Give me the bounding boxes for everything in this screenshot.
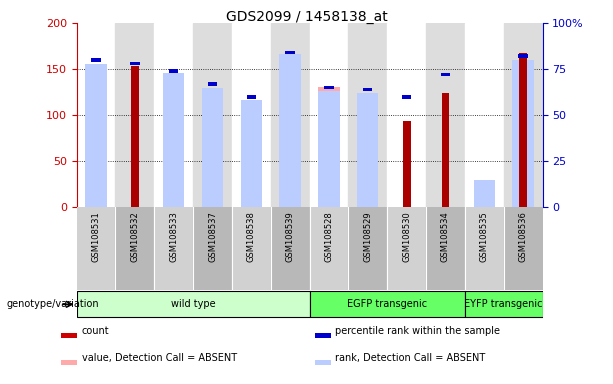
Bar bbox=[130, 62, 140, 65]
Bar bbox=[154, 23, 193, 207]
Bar bbox=[519, 55, 528, 58]
Bar bbox=[315, 333, 331, 338]
Bar bbox=[232, 207, 271, 290]
Bar bbox=[310, 207, 348, 290]
Bar bbox=[387, 207, 426, 290]
Bar bbox=[402, 95, 411, 99]
Bar bbox=[202, 96, 223, 207]
Bar bbox=[241, 101, 262, 207]
Bar bbox=[318, 87, 340, 207]
Bar bbox=[318, 91, 340, 207]
Bar bbox=[504, 23, 543, 207]
Bar bbox=[387, 23, 426, 207]
Bar bbox=[77, 23, 115, 207]
Text: count: count bbox=[82, 326, 109, 336]
Bar bbox=[246, 95, 256, 99]
Bar bbox=[286, 51, 295, 55]
Bar bbox=[193, 23, 232, 207]
Text: GSM108531: GSM108531 bbox=[91, 212, 101, 262]
Text: GSM108536: GSM108536 bbox=[519, 212, 528, 262]
Text: GSM108530: GSM108530 bbox=[402, 212, 411, 262]
Text: GSM108537: GSM108537 bbox=[208, 212, 217, 262]
Text: GSM108533: GSM108533 bbox=[169, 212, 178, 262]
Text: EGFP transgenic: EGFP transgenic bbox=[347, 299, 427, 310]
Text: GSM108528: GSM108528 bbox=[324, 212, 333, 262]
Bar bbox=[61, 333, 77, 338]
Bar bbox=[504, 207, 543, 290]
Bar bbox=[271, 23, 310, 207]
Text: rank, Detection Call = ABSENT: rank, Detection Call = ABSENT bbox=[335, 353, 485, 362]
Text: GSM108532: GSM108532 bbox=[131, 212, 139, 262]
Text: percentile rank within the sample: percentile rank within the sample bbox=[335, 326, 500, 336]
Bar bbox=[441, 73, 450, 76]
Text: genotype/variation: genotype/variation bbox=[6, 299, 99, 310]
Text: GSM108538: GSM108538 bbox=[247, 212, 256, 262]
Text: value, Detection Call = ABSENT: value, Detection Call = ABSENT bbox=[82, 353, 237, 362]
Bar bbox=[202, 88, 223, 207]
Text: GSM108535: GSM108535 bbox=[480, 212, 489, 262]
Bar bbox=[403, 121, 411, 207]
Bar bbox=[271, 207, 310, 290]
Text: GSM108534: GSM108534 bbox=[441, 212, 450, 262]
Bar bbox=[280, 61, 301, 207]
Bar bbox=[474, 180, 495, 207]
Bar bbox=[241, 125, 262, 207]
Text: EYFP transgenic: EYFP transgenic bbox=[465, 299, 543, 310]
Bar bbox=[77, 291, 310, 317]
Bar bbox=[315, 360, 331, 365]
Text: GSM108539: GSM108539 bbox=[286, 212, 295, 262]
Bar bbox=[348, 23, 387, 207]
Bar bbox=[85, 69, 107, 207]
Bar bbox=[426, 23, 465, 207]
Bar bbox=[154, 207, 193, 290]
Bar bbox=[61, 360, 77, 365]
Bar bbox=[131, 66, 139, 207]
Bar bbox=[115, 23, 154, 207]
Text: GSM108529: GSM108529 bbox=[364, 212, 372, 262]
Bar bbox=[357, 93, 378, 207]
Bar bbox=[208, 82, 217, 86]
Bar bbox=[193, 207, 232, 290]
Bar bbox=[324, 86, 333, 89]
Bar bbox=[310, 291, 465, 317]
Bar bbox=[77, 207, 115, 290]
Bar bbox=[465, 23, 504, 207]
Bar bbox=[474, 180, 495, 207]
Bar bbox=[357, 109, 378, 207]
Bar bbox=[310, 23, 348, 207]
Bar bbox=[348, 207, 387, 290]
Bar bbox=[363, 88, 373, 91]
Bar bbox=[280, 55, 301, 207]
Bar bbox=[169, 69, 178, 73]
Bar bbox=[163, 103, 185, 207]
Text: wild type: wild type bbox=[171, 299, 215, 310]
Bar bbox=[85, 64, 107, 207]
Bar bbox=[519, 53, 527, 207]
Bar bbox=[163, 73, 185, 207]
Bar bbox=[441, 93, 449, 207]
Bar bbox=[115, 207, 154, 290]
Bar bbox=[426, 207, 465, 290]
Bar bbox=[91, 58, 101, 62]
Bar bbox=[512, 60, 534, 207]
Bar bbox=[232, 23, 271, 207]
Bar bbox=[465, 207, 504, 290]
Text: GDS2099 / 1458138_at: GDS2099 / 1458138_at bbox=[226, 10, 387, 23]
Bar bbox=[465, 291, 543, 317]
